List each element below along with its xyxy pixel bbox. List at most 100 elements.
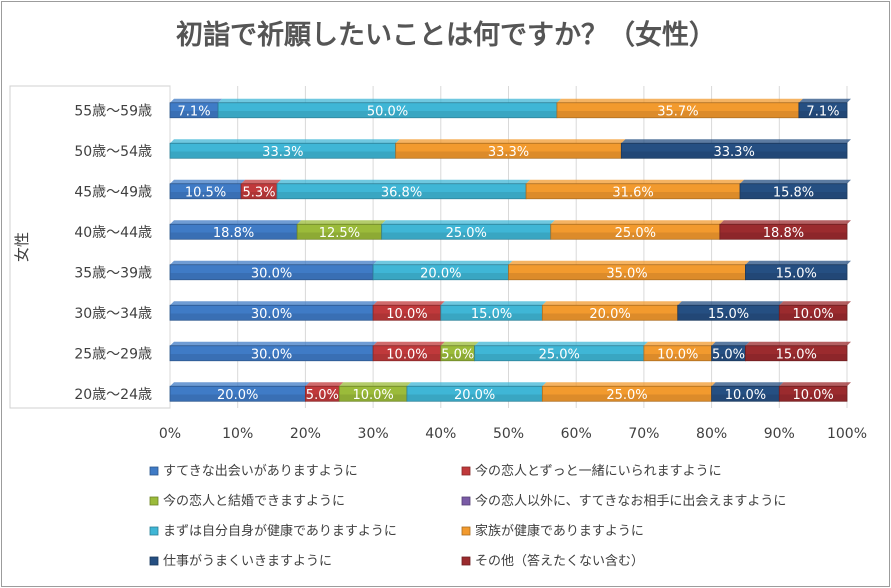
bar-top-face xyxy=(170,382,310,387)
data-label: 50.0% xyxy=(367,104,408,119)
bar-top-face xyxy=(373,341,445,346)
bar-shade xyxy=(474,354,644,361)
bar-top-face xyxy=(170,139,400,144)
x-tick-label: 90% xyxy=(764,426,795,442)
bar-top-face xyxy=(241,179,281,184)
bar-shade xyxy=(373,273,509,280)
data-label: 7.1% xyxy=(178,104,211,119)
bar-top-face xyxy=(339,382,411,387)
bar-top-face xyxy=(711,341,750,346)
category-label: 40歳～44歳 xyxy=(74,225,152,241)
bar-top-face xyxy=(170,301,378,306)
data-label: 36.8% xyxy=(381,185,422,200)
x-tick-label: 30% xyxy=(358,426,389,442)
bar-segment xyxy=(620,142,848,159)
data-label: 20.0% xyxy=(589,307,630,322)
bar-top-face xyxy=(621,139,851,144)
bar-shade xyxy=(170,273,374,280)
bar-segment xyxy=(778,304,848,321)
bar-top-face xyxy=(170,220,302,225)
data-label: 30.0% xyxy=(251,347,292,362)
legend-label: 家族が健康でありますように xyxy=(475,523,644,539)
bar-shade xyxy=(241,192,277,199)
category-labels: 55歳～59歳 50歳～54歳 45歳～49歳 40歳～44歳 35歳～39歳 30歳～3… xyxy=(74,103,152,403)
bar-top-face xyxy=(719,220,851,225)
bar-shade xyxy=(740,192,847,199)
legend-swatch xyxy=(461,496,471,506)
category-label: 45歳～49歳 xyxy=(74,184,152,200)
bar-shade xyxy=(711,354,746,361)
data-label: 20.0% xyxy=(217,388,258,403)
bar-shade xyxy=(440,313,543,321)
bar-top-face xyxy=(508,260,750,265)
data-label: 15.0% xyxy=(471,307,512,322)
bar-top-face xyxy=(218,98,561,103)
data-label: 35.0% xyxy=(606,266,647,281)
bar-shade xyxy=(276,192,527,199)
x-tick-label: 0% xyxy=(159,426,181,442)
data-label: 10.0% xyxy=(386,347,427,362)
bar-shade xyxy=(170,394,306,402)
x-axis-ticks: 0% 10% 20% 30% 40% 50% 60% 70% 80% 90% 100% xyxy=(159,426,867,442)
bar-top-face xyxy=(297,220,386,225)
bar-top-face xyxy=(305,382,344,387)
bar-top-face xyxy=(745,341,851,346)
x-tick-label: 70% xyxy=(628,426,659,442)
bar-top-face xyxy=(440,301,547,306)
bar-top-face xyxy=(170,260,378,265)
bar-top-face xyxy=(373,260,513,265)
bar-segment xyxy=(745,264,848,281)
bar-top-face xyxy=(170,98,223,103)
x-tick-label: 80% xyxy=(696,426,727,442)
bar-shade xyxy=(719,232,847,240)
bar-top-face xyxy=(745,260,851,265)
legend-swatch xyxy=(149,526,159,536)
legend-label: まずは自分自身が健康でありますように xyxy=(163,523,397,539)
data-label: 35.7% xyxy=(657,104,698,119)
bar-shade xyxy=(339,394,407,402)
bar-top-face xyxy=(170,179,246,184)
bar-shade xyxy=(440,354,475,361)
bar-shade xyxy=(643,354,712,361)
bar-top-face xyxy=(779,382,851,387)
data-label: 20.0% xyxy=(454,388,495,403)
data-label: 5.3% xyxy=(243,185,276,200)
bar-top-face xyxy=(276,179,531,184)
bar-shade xyxy=(395,151,622,159)
bar-top-face xyxy=(440,341,479,346)
data-label: 10.0% xyxy=(352,388,393,403)
data-label: 5.0% xyxy=(712,347,745,362)
bar-shade xyxy=(779,394,847,402)
legend-swatch xyxy=(461,466,471,476)
data-label: 30.0% xyxy=(251,307,292,322)
data-label: 18.8% xyxy=(763,226,804,241)
data-label: 10.0% xyxy=(792,307,833,322)
data-label: 31.6% xyxy=(612,185,653,200)
data-label: 15.0% xyxy=(776,266,817,281)
x-tick-label: 10% xyxy=(222,426,253,442)
bar-shade xyxy=(305,394,340,402)
bar-shade xyxy=(508,273,746,280)
legend-swatch xyxy=(149,496,159,506)
x-tick-label: 60% xyxy=(561,426,592,442)
bar-shade xyxy=(170,313,374,321)
category-label: 20歳～24歳 xyxy=(74,387,152,403)
category-label: 25歳～29歳 xyxy=(74,346,152,362)
legend-swatch xyxy=(461,526,471,536)
bar-top-face xyxy=(474,341,648,346)
category-label: 50歳～54歳 xyxy=(74,144,152,160)
data-label: 5.0% xyxy=(441,347,474,362)
bar-shade xyxy=(170,111,219,118)
bar-shade xyxy=(526,192,741,199)
legend-label: その他（答えたくない含む） xyxy=(475,553,644,569)
bar-top-face xyxy=(395,139,626,144)
data-label: 10.0% xyxy=(725,388,766,403)
bar-shade xyxy=(373,354,441,361)
y-axis-title: 女性 xyxy=(13,232,31,262)
bar-shade xyxy=(542,394,712,402)
legend-swatch xyxy=(149,556,159,566)
data-label: 10.0% xyxy=(792,388,833,403)
bar-shade xyxy=(550,232,720,240)
data-label: 15.0% xyxy=(708,307,749,322)
